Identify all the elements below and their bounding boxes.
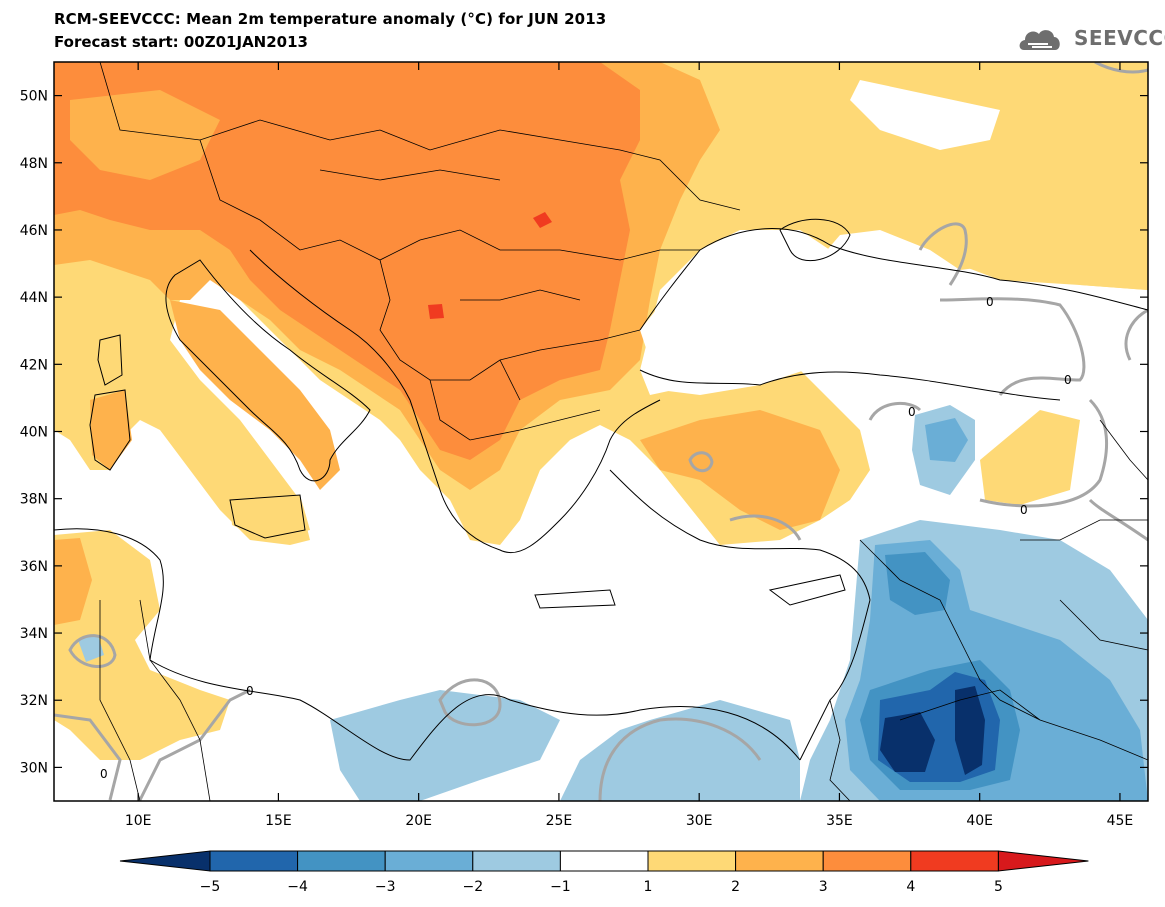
anatolia-south-coastline <box>609 469 871 601</box>
lat-tick-label: 38N <box>20 492 48 508</box>
colorbar-segment <box>647 850 737 872</box>
anomaly-region-minus1-libya <box>330 690 560 801</box>
map-title: RCM-SEEVCCC: Mean 2m temperature anomaly… <box>54 10 607 28</box>
contour-label: 0 <box>1020 503 1028 517</box>
country-borders <box>99 62 1148 801</box>
seevccc-logo-text: SEEVCCC <box>1074 26 1165 50</box>
anomaly-region-italy-south <box>170 300 340 490</box>
zero-contour-turkey-north <box>939 297 1086 396</box>
contour-label: 0 <box>1064 373 1072 387</box>
sardinia-coastline <box>89 389 131 471</box>
colorbar-label: −4 <box>287 879 308 895</box>
colorbar-label: −3 <box>375 879 396 895</box>
zero-contour-caucasus <box>918 222 968 286</box>
lon-tick-label: 15E <box>265 813 292 829</box>
zero-contour-anatolia <box>868 398 1109 508</box>
anomaly-region-anatolia <box>640 410 840 530</box>
crimea-coastline <box>779 218 851 262</box>
contour-label: 0 <box>986 295 994 309</box>
crete-coastline <box>534 589 616 609</box>
anomaly-field <box>54 62 1148 801</box>
colorbar-segment <box>735 850 824 872</box>
lat-tick-label: 30N <box>20 760 48 776</box>
lon-tick-label: 30E <box>686 813 713 829</box>
balkan-coastline <box>249 249 661 554</box>
anomaly-region-minus5 <box>880 686 985 775</box>
seevccc-cloud-logo-icon <box>1019 30 1060 50</box>
contour-label: 0 <box>100 767 108 781</box>
lon-tick-label: 35E <box>826 813 853 829</box>
corsica-coastline <box>97 334 123 386</box>
levant-coastline <box>799 599 871 761</box>
lon-tick-label: 20E <box>405 813 432 829</box>
black-sea-coastline <box>639 228 1148 401</box>
colorbar-label: 5 <box>994 879 1003 895</box>
lon-tick-label: 25E <box>546 813 573 829</box>
colorbar-segment <box>209 850 299 872</box>
lat-tick-label: 36N <box>20 559 48 575</box>
latitude-axis: 30N 32N 34N 36N 38N 40N 42N 44N 46N 48N 50N <box>20 89 1148 776</box>
colorbar-label: −5 <box>200 879 221 895</box>
anomaly-region-minus1-tunisia <box>78 635 104 662</box>
cyprus-coastline <box>768 574 846 606</box>
colorbar-label: 1 <box>644 879 653 895</box>
colorbar-label: −1 <box>550 879 571 895</box>
anomaly-region-plus2-inside <box>70 90 220 180</box>
anomaly-region-caucasus <box>960 225 1148 290</box>
colorbar-segment <box>822 850 912 872</box>
colorbar-segment <box>384 850 474 872</box>
lat-tick-label: 42N <box>20 357 48 373</box>
colorbar-low-arrow <box>119 850 211 872</box>
zero-contour-tunisia-loop <box>68 634 117 668</box>
colorbar: −5 −4 −3 −2 −1 1 2 3 4 5 <box>119 850 1089 895</box>
lat-tick-label: 50N <box>20 89 48 105</box>
anomaly-region-east-turkey <box>980 410 1080 505</box>
lat-tick-label: 44N <box>20 290 48 306</box>
sicily-coastline <box>229 494 306 539</box>
colorbar-segment <box>559 850 649 872</box>
anomaly-region-north-africa <box>54 530 230 760</box>
anomaly-region-sardinia <box>90 390 132 470</box>
lon-tick-label: 10E <box>125 813 152 829</box>
coastlines-and-borders <box>54 62 1148 801</box>
lat-tick-label: 40N <box>20 425 48 441</box>
black-sea-neutral <box>640 230 1148 400</box>
colorbar-label: 3 <box>819 879 828 895</box>
contour-label: 0 <box>908 405 916 419</box>
zero-contour-east <box>1088 308 1148 542</box>
colorbar-segment <box>297 850 386 872</box>
zero-contour-aegean <box>688 451 714 473</box>
lon-tick-label: 40E <box>966 813 993 829</box>
lat-tick-label: 46N <box>20 223 48 239</box>
anomaly-region-ukraine-neutral <box>850 80 1000 150</box>
zero-contour-egypt <box>598 717 762 801</box>
colorbar-segment <box>472 850 561 872</box>
zero-contour-med-east <box>729 514 802 541</box>
lon-tick-label: 45E <box>1107 813 1134 829</box>
anomaly-region-plus3 <box>54 62 640 460</box>
anomaly-spot-plus4-serbia <box>428 304 444 319</box>
anomaly-region-tunisia <box>54 538 92 625</box>
colorbar-segment <box>910 850 999 872</box>
lat-tick-label: 34N <box>20 626 48 642</box>
colorbar-label: 4 <box>906 879 915 895</box>
colorbar-label: 2 <box>731 879 740 895</box>
anomaly-region-minus2-anatolia <box>925 418 968 462</box>
anomaly-spot-plus4-romania <box>533 212 552 228</box>
colorbar-high-arrow <box>997 850 1089 872</box>
colorbar-label: −2 <box>462 879 483 895</box>
lat-tick-label: 32N <box>20 693 48 709</box>
italy-coastline <box>165 259 371 482</box>
lat-tick-label: 48N <box>20 156 48 172</box>
longitude-axis: 10E 15E 20E 25E 30E 35E 40E 45E <box>125 62 1133 829</box>
anomaly-region-minus1-egypt <box>560 700 800 801</box>
forecast-start-subtitle: Forecast start: 00Z01JAN2013 <box>54 33 308 51</box>
africa-north-coastline <box>54 528 801 761</box>
anomaly-region-sicily <box>230 495 310 540</box>
zero-contour-libya <box>438 678 502 727</box>
zero-contour-ukraine <box>1094 62 1148 74</box>
